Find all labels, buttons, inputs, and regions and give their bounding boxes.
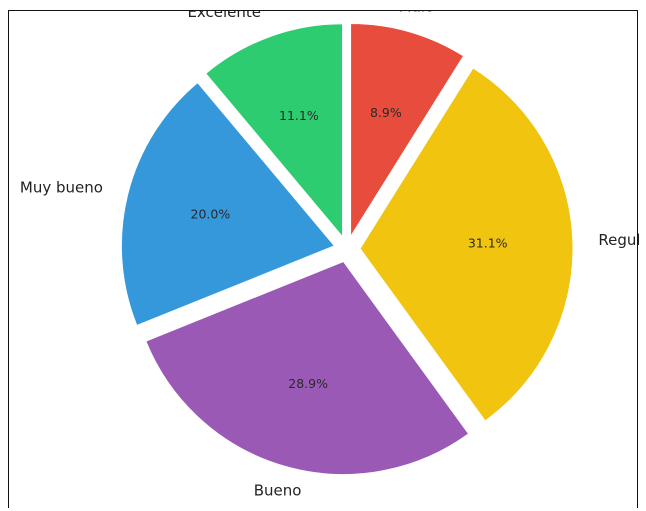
pie-slice-malo	[350, 23, 465, 239]
percent-label: 20.0%	[191, 206, 231, 221]
pie-chart: 8.9% 31.1% 28.9% 20.0% 11.1% Malo Regular Buen…	[20, 11, 639, 499]
category-label: Excelente	[187, 11, 261, 21]
percent-label: 31.1%	[468, 236, 508, 251]
pie-slice-excelente	[205, 23, 344, 239]
category-label: Muy bueno	[20, 178, 103, 196]
chart-area: 8.9% 31.1% 28.9% 20.0% 11.1% Malo Regular Buen…	[8, 10, 639, 508]
category-labels: Malo Regular Bueno Muy bueno Excelente	[20, 11, 639, 499]
percent-label: 11.1%	[279, 108, 319, 123]
percent-labels: 8.9% 31.1% 28.9% 20.0% 11.1%	[191, 105, 508, 391]
percent-label: 28.9%	[288, 376, 328, 391]
pie-slice-muy-bueno	[120, 81, 336, 327]
pie-slice-bueno	[145, 260, 470, 475]
category-label: Regular	[598, 231, 639, 249]
category-label: Bueno	[254, 481, 302, 499]
percent-label: 8.9%	[370, 105, 402, 120]
category-label: Malo	[399, 11, 434, 16]
cropped-title-bar	[0, 0, 646, 10]
pie-slice-regular	[359, 67, 574, 422]
pie-slices	[120, 23, 574, 475]
